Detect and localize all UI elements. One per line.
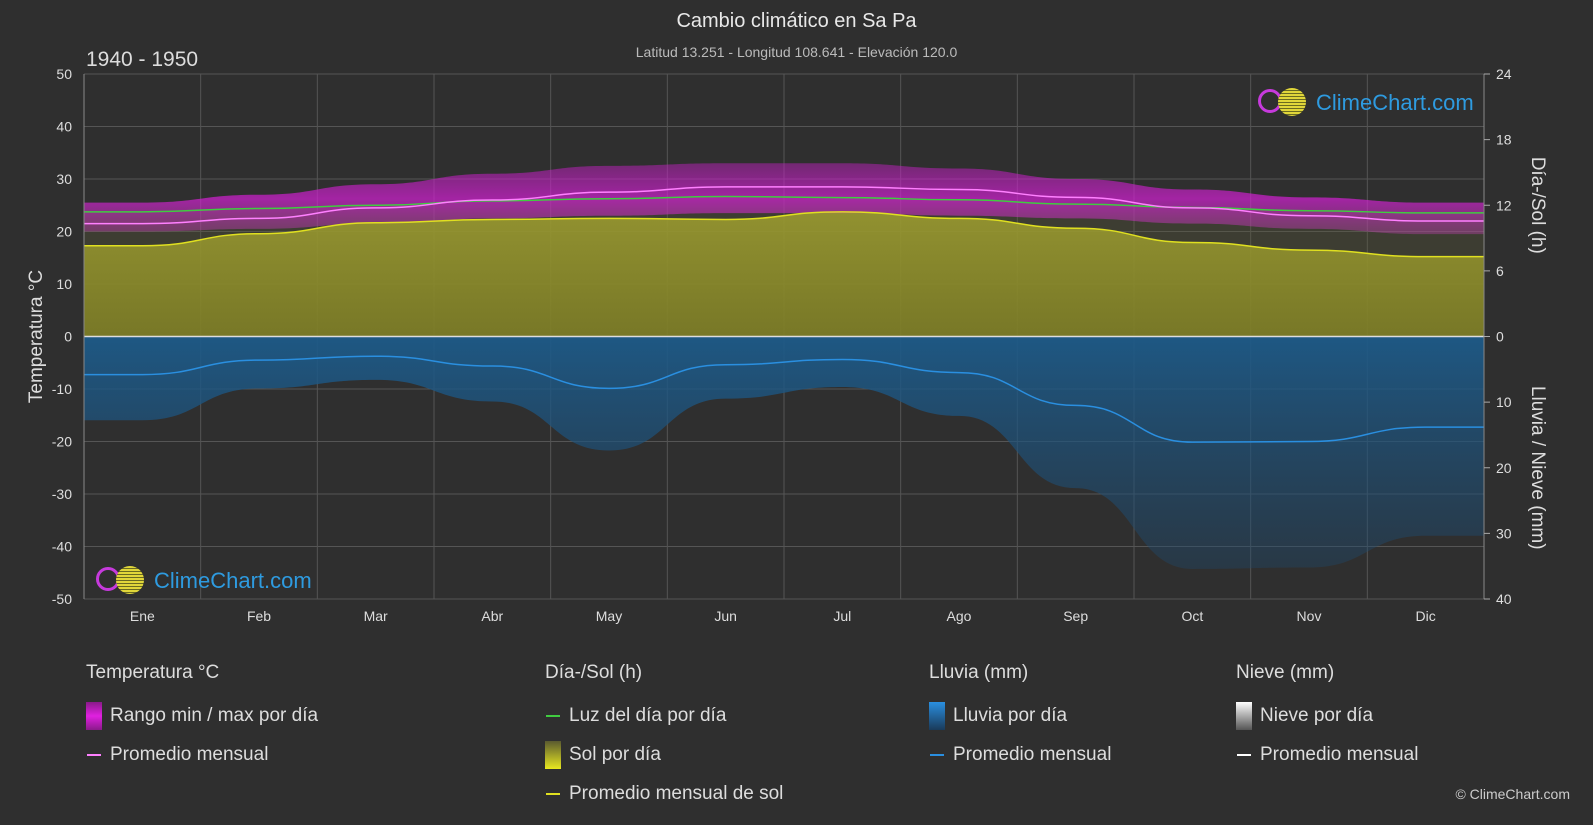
right-axis-title-rain: Lluvia / Nieve (mm) bbox=[1527, 386, 1548, 550]
y-tick-label: 10 bbox=[56, 276, 72, 292]
legend-label: Rango min / max por día bbox=[110, 704, 319, 726]
legend-item: Luz del día por día bbox=[545, 696, 783, 735]
y2-tick-label: 24 bbox=[1496, 66, 1512, 82]
y-tick-label: 30 bbox=[56, 171, 72, 187]
x-tick-label: Ene bbox=[130, 608, 155, 624]
copyright: © ClimeChart.com bbox=[1455, 786, 1570, 802]
y3-tick-label: 40 bbox=[1496, 591, 1512, 607]
legend-title: Nieve (mm) bbox=[1236, 662, 1335, 683]
daylight-swatch bbox=[546, 714, 560, 717]
daylight-line bbox=[84, 195, 1484, 214]
legend-label: Promedio mensual bbox=[953, 743, 1112, 765]
logo-bottom[interactable]: ClimeChart.com bbox=[96, 566, 312, 596]
climechart-logo-icon bbox=[96, 566, 148, 596]
x-tick-label: Mar bbox=[364, 608, 388, 624]
snow-avg-swatch bbox=[1237, 753, 1251, 756]
legend-item: Sol por día bbox=[545, 735, 783, 774]
x-tick-label: Oct bbox=[1181, 608, 1203, 624]
x-tick-label: Abr bbox=[481, 608, 503, 624]
rain-swatch bbox=[929, 701, 945, 730]
x-tick-label: Jul bbox=[833, 608, 851, 624]
legend-temperature: Temperatura °C Rango min / max por día P… bbox=[86, 662, 318, 774]
chart-subtitle: Latitud 13.251 - Longitud 108.641 - Elev… bbox=[635, 44, 958, 60]
legend-snow: Nieve (mm) Nieve por día Promedio mensua… bbox=[1236, 662, 1418, 774]
y3-tick-label: 30 bbox=[1496, 525, 1512, 541]
snow-swatch bbox=[1236, 701, 1252, 730]
logo-text: ClimeChart.com bbox=[154, 568, 312, 593]
x-tick-label: Feb bbox=[247, 608, 271, 624]
legend-label: Nieve por día bbox=[1260, 704, 1374, 726]
y3-tick-label: 10 bbox=[1496, 394, 1512, 410]
sun-swatch bbox=[545, 740, 561, 769]
axes: 50 40 30 20 10 0 -10 -20 -30 -40 -50 24 18 12 6 0 10 20 30… bbox=[26, 66, 1548, 624]
legend-sun: Día-/Sol (h) Luz del día por día Sol por… bbox=[545, 662, 783, 813]
rain-avg-line bbox=[84, 355, 1484, 443]
y-tick-label: -10 bbox=[52, 381, 72, 397]
legend-title: Temperatura °C bbox=[86, 662, 220, 683]
y2-tick-label: 6 bbox=[1496, 263, 1504, 279]
period-label: 1940 - 1950 bbox=[86, 48, 199, 71]
rain-avg-swatch bbox=[930, 753, 944, 756]
y-tick-label: 20 bbox=[56, 224, 72, 240]
legend-label: Sol por día bbox=[569, 743, 661, 765]
x-tick-label: Nov bbox=[1297, 608, 1322, 624]
logo-top[interactable]: ClimeChart.com bbox=[1258, 88, 1474, 118]
legend-label: Lluvia por día bbox=[953, 704, 1068, 726]
y-tick-label: 40 bbox=[56, 119, 72, 135]
legend-item: Promedio mensual bbox=[929, 735, 1111, 774]
rain-area bbox=[84, 336, 1484, 569]
legend-label: Promedio mensual de sol bbox=[569, 782, 784, 804]
data-lines bbox=[83, 186, 1484, 443]
legend-item: Nieve por día bbox=[1236, 696, 1418, 735]
x-tick-label: Jun bbox=[714, 608, 737, 624]
y2-tick-label: 0 bbox=[1496, 329, 1504, 345]
right-axis-title-sun: Día-/Sol (h) bbox=[1527, 157, 1548, 254]
sun-avg-swatch bbox=[546, 792, 560, 795]
y-tick-label: -30 bbox=[52, 486, 72, 502]
legend-item: Promedio mensual de sol bbox=[545, 774, 783, 813]
temp-range-band bbox=[84, 163, 1484, 235]
chart-title: Cambio climático en Sa Pa bbox=[676, 10, 917, 32]
y3-tick-label: 20 bbox=[1496, 460, 1512, 476]
temp-avg-line bbox=[84, 186, 1484, 225]
data-areas bbox=[84, 163, 1484, 569]
y-tick-label: 50 bbox=[56, 66, 72, 82]
legend-item: Lluvia por día bbox=[929, 696, 1111, 735]
legend-label: Promedio mensual bbox=[110, 743, 269, 765]
legend-title: Lluvia (mm) bbox=[929, 662, 1029, 683]
x-tick-label: Ago bbox=[947, 608, 972, 624]
legend-rain: Lluvia (mm) Lluvia por día Promedio mens… bbox=[929, 662, 1111, 774]
y2-tick-label: 12 bbox=[1496, 197, 1512, 213]
x-tick-label: Dic bbox=[1416, 608, 1436, 624]
legend-item: Promedio mensual bbox=[1236, 735, 1418, 774]
x-tick-label: May bbox=[596, 608, 622, 624]
x-tick-label: Sep bbox=[1063, 608, 1088, 624]
sun-area bbox=[84, 211, 1484, 337]
legend-item: Promedio mensual bbox=[86, 735, 318, 774]
temp-avg-swatch bbox=[87, 753, 101, 756]
climechart-logo-icon bbox=[1258, 88, 1310, 118]
y-tick-label: -40 bbox=[52, 539, 72, 555]
legend-label: Luz del día por día bbox=[569, 704, 727, 726]
temp-range-swatch bbox=[86, 701, 102, 730]
legend-label: Promedio mensual bbox=[1260, 743, 1419, 765]
y-tick-label: 0 bbox=[64, 329, 72, 345]
y-tick-label: -50 bbox=[52, 591, 72, 607]
y2-tick-label: 18 bbox=[1496, 132, 1512, 148]
left-axis-title: Temperatura °C bbox=[26, 270, 47, 403]
y-tick-label: -20 bbox=[52, 434, 72, 450]
sun-avg-line bbox=[83, 211, 1484, 258]
legend-item: Rango min / max por día bbox=[86, 696, 318, 735]
logo-text: ClimeChart.com bbox=[1316, 90, 1474, 115]
legend-title: Día-/Sol (h) bbox=[545, 662, 643, 683]
